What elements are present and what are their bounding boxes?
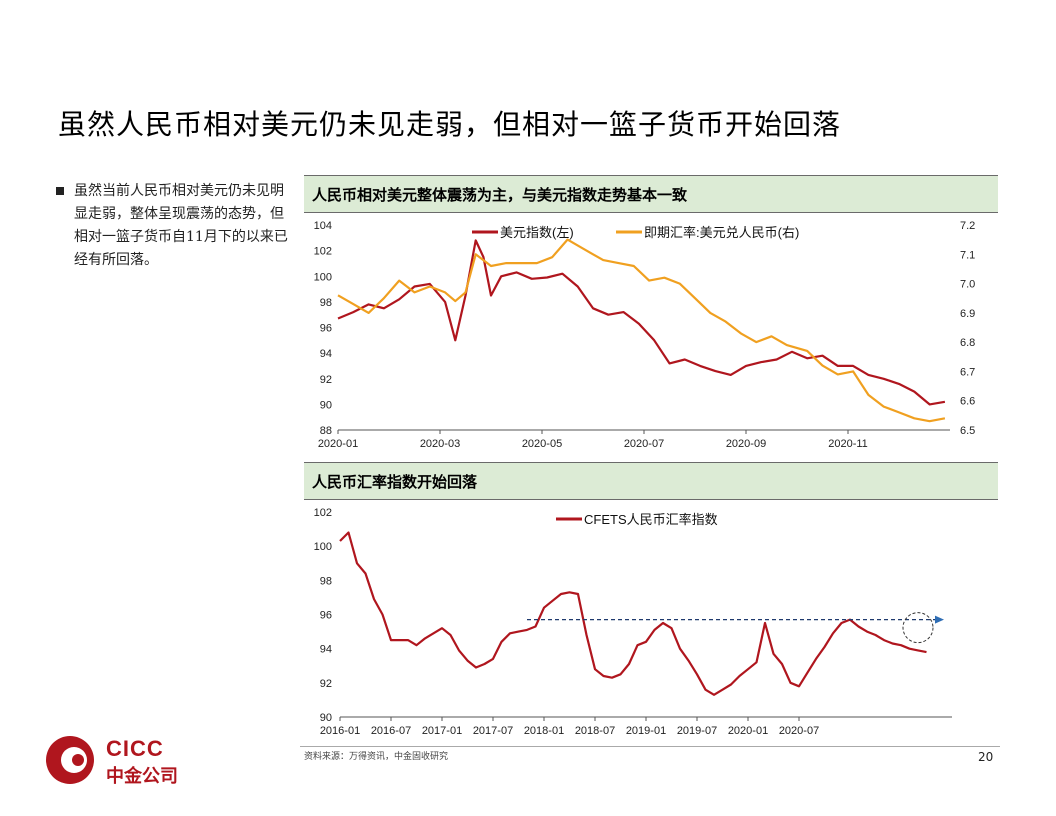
chart1-y-left-tick-label: 104 xyxy=(314,220,332,232)
chart1-series-line-1 xyxy=(337,239,946,406)
chart1-x-tick-label: 2020-07 xyxy=(624,438,664,450)
chart2-highlight-circle xyxy=(902,612,934,644)
bullet-square-icon xyxy=(56,187,64,195)
footer-divider xyxy=(300,746,1000,747)
chart1-y-right-tick-label: 7.1 xyxy=(960,249,975,261)
chart2-x-tick-label: 2019-07 xyxy=(677,725,717,737)
page-title: 虽然人民币相对美元仍未见走弱，但相对一篮子货币开始回落 xyxy=(58,108,842,141)
chart2-x-tick-label: 2018-01 xyxy=(524,725,564,737)
chart2-y-tick-label: 98 xyxy=(320,575,332,587)
chart1-series-line-2 xyxy=(337,238,946,423)
chart2-x-tick-label: 2017-07 xyxy=(473,725,513,737)
chart2-x-tick-label: 2020-01 xyxy=(728,725,768,737)
chart1-y-left-tick-label: 96 xyxy=(320,323,332,335)
chart2-y-tick-label: 94 xyxy=(320,644,332,656)
chart1-y-left-tick-label: 100 xyxy=(314,271,332,283)
chart1-legend-label-1: 美元指数(左) xyxy=(500,225,574,240)
chart1-y-left-tick-label: 102 xyxy=(314,246,332,258)
chart1-y-left-tick-label: 88 xyxy=(320,425,332,437)
logo-text-en: CICC xyxy=(106,736,164,761)
chart2-y-tick-label: 102 xyxy=(314,507,332,519)
page-number: 20 xyxy=(978,750,994,764)
chart1-x-tick-label: 2020-01 xyxy=(318,438,358,450)
bullet-point: 虽然当前人民币相对美元仍未见明显走弱，整体呈现震荡的态势，但相对一篮子货币自11… xyxy=(56,180,288,272)
chart1-y-right-tick-label: 6.5 xyxy=(960,425,975,437)
chart2-x-tick-label: 2017-01 xyxy=(422,725,462,737)
cicc-logo-icon xyxy=(46,736,94,784)
chart2-title: 人民币汇率指数开始回落 xyxy=(312,473,478,491)
chart1-y-right-tick-label: 6.6 xyxy=(960,396,975,408)
chart2-x-tick-label: 2016-01 xyxy=(320,725,360,737)
chart2-x-tick-label: 2018-07 xyxy=(575,725,615,737)
chart2-legend-label: CFETS人民币汇率指数 xyxy=(584,512,718,527)
chart2-x-tick-label: 2020-07 xyxy=(779,725,819,737)
chart2-header: 人民币汇率指数开始回落 xyxy=(304,462,998,500)
chart1-usd-index-vs-usdcny: 104 102 100 98 96 94 92 90 88 7.2 7.1 7.0 6.9 6.8 6.7 6… xyxy=(314,220,976,450)
chart1-y-right-tick-label: 6.7 xyxy=(960,366,975,378)
chart2-y-tick-label: 90 xyxy=(320,712,332,724)
chart1-header: 人民币相对美元整体震荡为主，与美元指数走势基本一致 xyxy=(304,175,998,213)
chart2-y-tick-label: 96 xyxy=(320,610,332,622)
chart2-y-tick-label: 92 xyxy=(320,678,332,690)
chart2-x-tick-label: 2019-01 xyxy=(626,725,666,737)
chart1-x-tick-label: 2020-11 xyxy=(828,438,868,450)
chart1-x-tick-label: 2020-05 xyxy=(522,438,562,450)
chart1-x-tick-label: 2020-09 xyxy=(726,438,766,450)
logo-text-cn: 中金公司 xyxy=(106,766,178,787)
source-note: 资料来源：万得资讯，中金固收研究 xyxy=(304,752,449,762)
chart1-y-left-tick-label: 92 xyxy=(320,374,332,386)
chart2-arrow-icon xyxy=(935,615,944,624)
chart1-y-right-tick-label: 7.2 xyxy=(960,220,975,232)
bullet-text: 虽然当前人民币相对美元仍未见明显走弱，整体呈现震荡的态势，但相对一篮子货币自11… xyxy=(74,183,288,268)
chart1-title: 人民币相对美元整体震荡为主，与美元指数走势基本一致 xyxy=(312,186,688,204)
chart2-series-line xyxy=(339,531,927,696)
chart1-y-right-tick-label: 7.0 xyxy=(960,279,975,291)
chart1-legend-label-2: 即期汇率:美元兑人民币(右) xyxy=(644,225,799,240)
chart1-y-right-tick-label: 6.8 xyxy=(960,337,975,349)
chart1-y-left-tick-label: 98 xyxy=(320,297,332,309)
chart2-x-tick-label: 2016-07 xyxy=(371,725,411,737)
chart1-y-left-tick-label: 90 xyxy=(320,399,332,411)
chart2-y-tick-label: 100 xyxy=(314,541,332,553)
chart1-x-tick-label: 2020-03 xyxy=(420,438,460,450)
chart1-y-left-tick-label: 94 xyxy=(320,348,332,360)
chart1-y-right-tick-label: 6.9 xyxy=(960,308,975,320)
